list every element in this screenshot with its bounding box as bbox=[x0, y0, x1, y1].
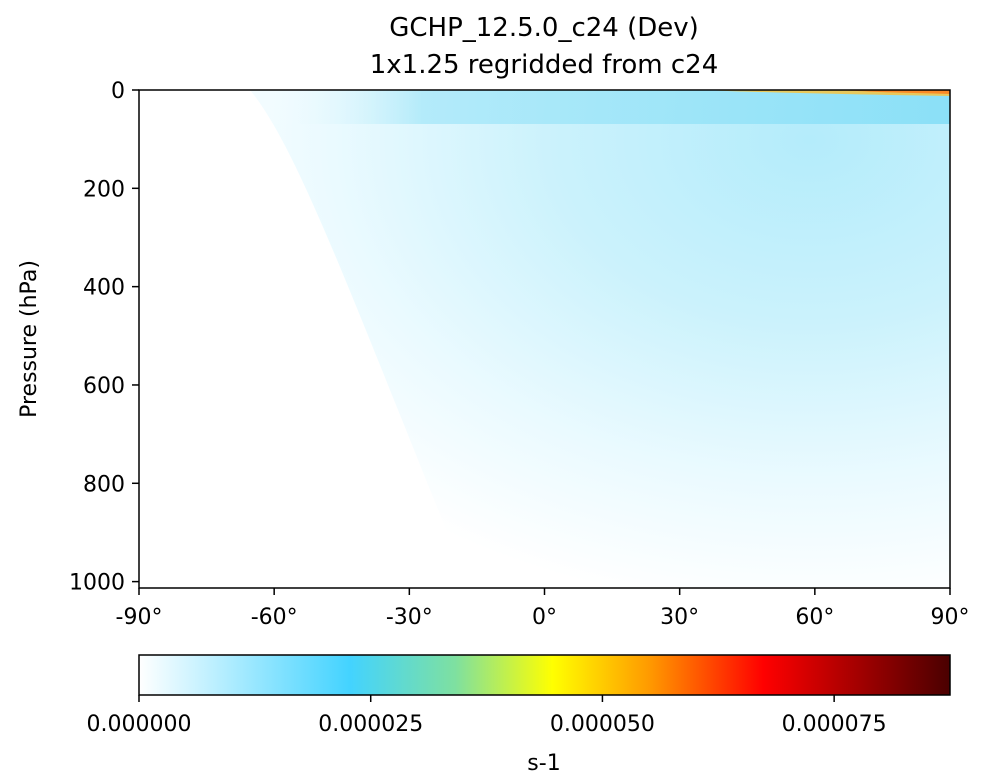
x-axis: -90° -60° -30° 0° 30° 60° 90° bbox=[116, 588, 970, 630]
y-axis-label: Pressure (hPa) bbox=[17, 260, 42, 418]
y-axis: 0 200 400 600 800 1000 bbox=[69, 79, 139, 596]
x-tick-label: -30° bbox=[386, 605, 433, 630]
y-tick-label: 800 bbox=[83, 472, 125, 497]
colorbar bbox=[138, 654, 951, 696]
colorbar-ticks: 0.000000 0.000025 0.000050 0.000075 bbox=[87, 695, 887, 737]
y-tick-label: 200 bbox=[83, 177, 125, 202]
colorbar-tick-label: 0.000075 bbox=[782, 712, 887, 737]
y-tick-label: 0 bbox=[111, 79, 125, 104]
colorbar-label: s-1 bbox=[527, 751, 560, 776]
heatmap-field bbox=[139, 90, 950, 588]
colorbar-tick-label: 0.000025 bbox=[318, 712, 423, 737]
y-tick-label: 1000 bbox=[69, 571, 125, 596]
colorbar-tick-label: 0.000000 bbox=[87, 712, 192, 737]
y-tick-label: 400 bbox=[83, 276, 125, 301]
x-tick-label: -60° bbox=[251, 605, 298, 630]
x-tick-label: 90° bbox=[931, 605, 970, 630]
x-tick-label: 30° bbox=[660, 605, 699, 630]
chart-subtitle: 1x1.25 regridded from c24 bbox=[370, 50, 719, 80]
chart-title: GCHP_12.5.0_c24 (Dev) bbox=[389, 13, 699, 43]
colorbar-tick-label: 0.000050 bbox=[550, 712, 655, 737]
y-tick-label: 600 bbox=[83, 374, 125, 399]
x-tick-label: 60° bbox=[795, 605, 834, 630]
x-tick-label: -90° bbox=[116, 605, 163, 630]
x-tick-label: 0° bbox=[532, 605, 557, 630]
